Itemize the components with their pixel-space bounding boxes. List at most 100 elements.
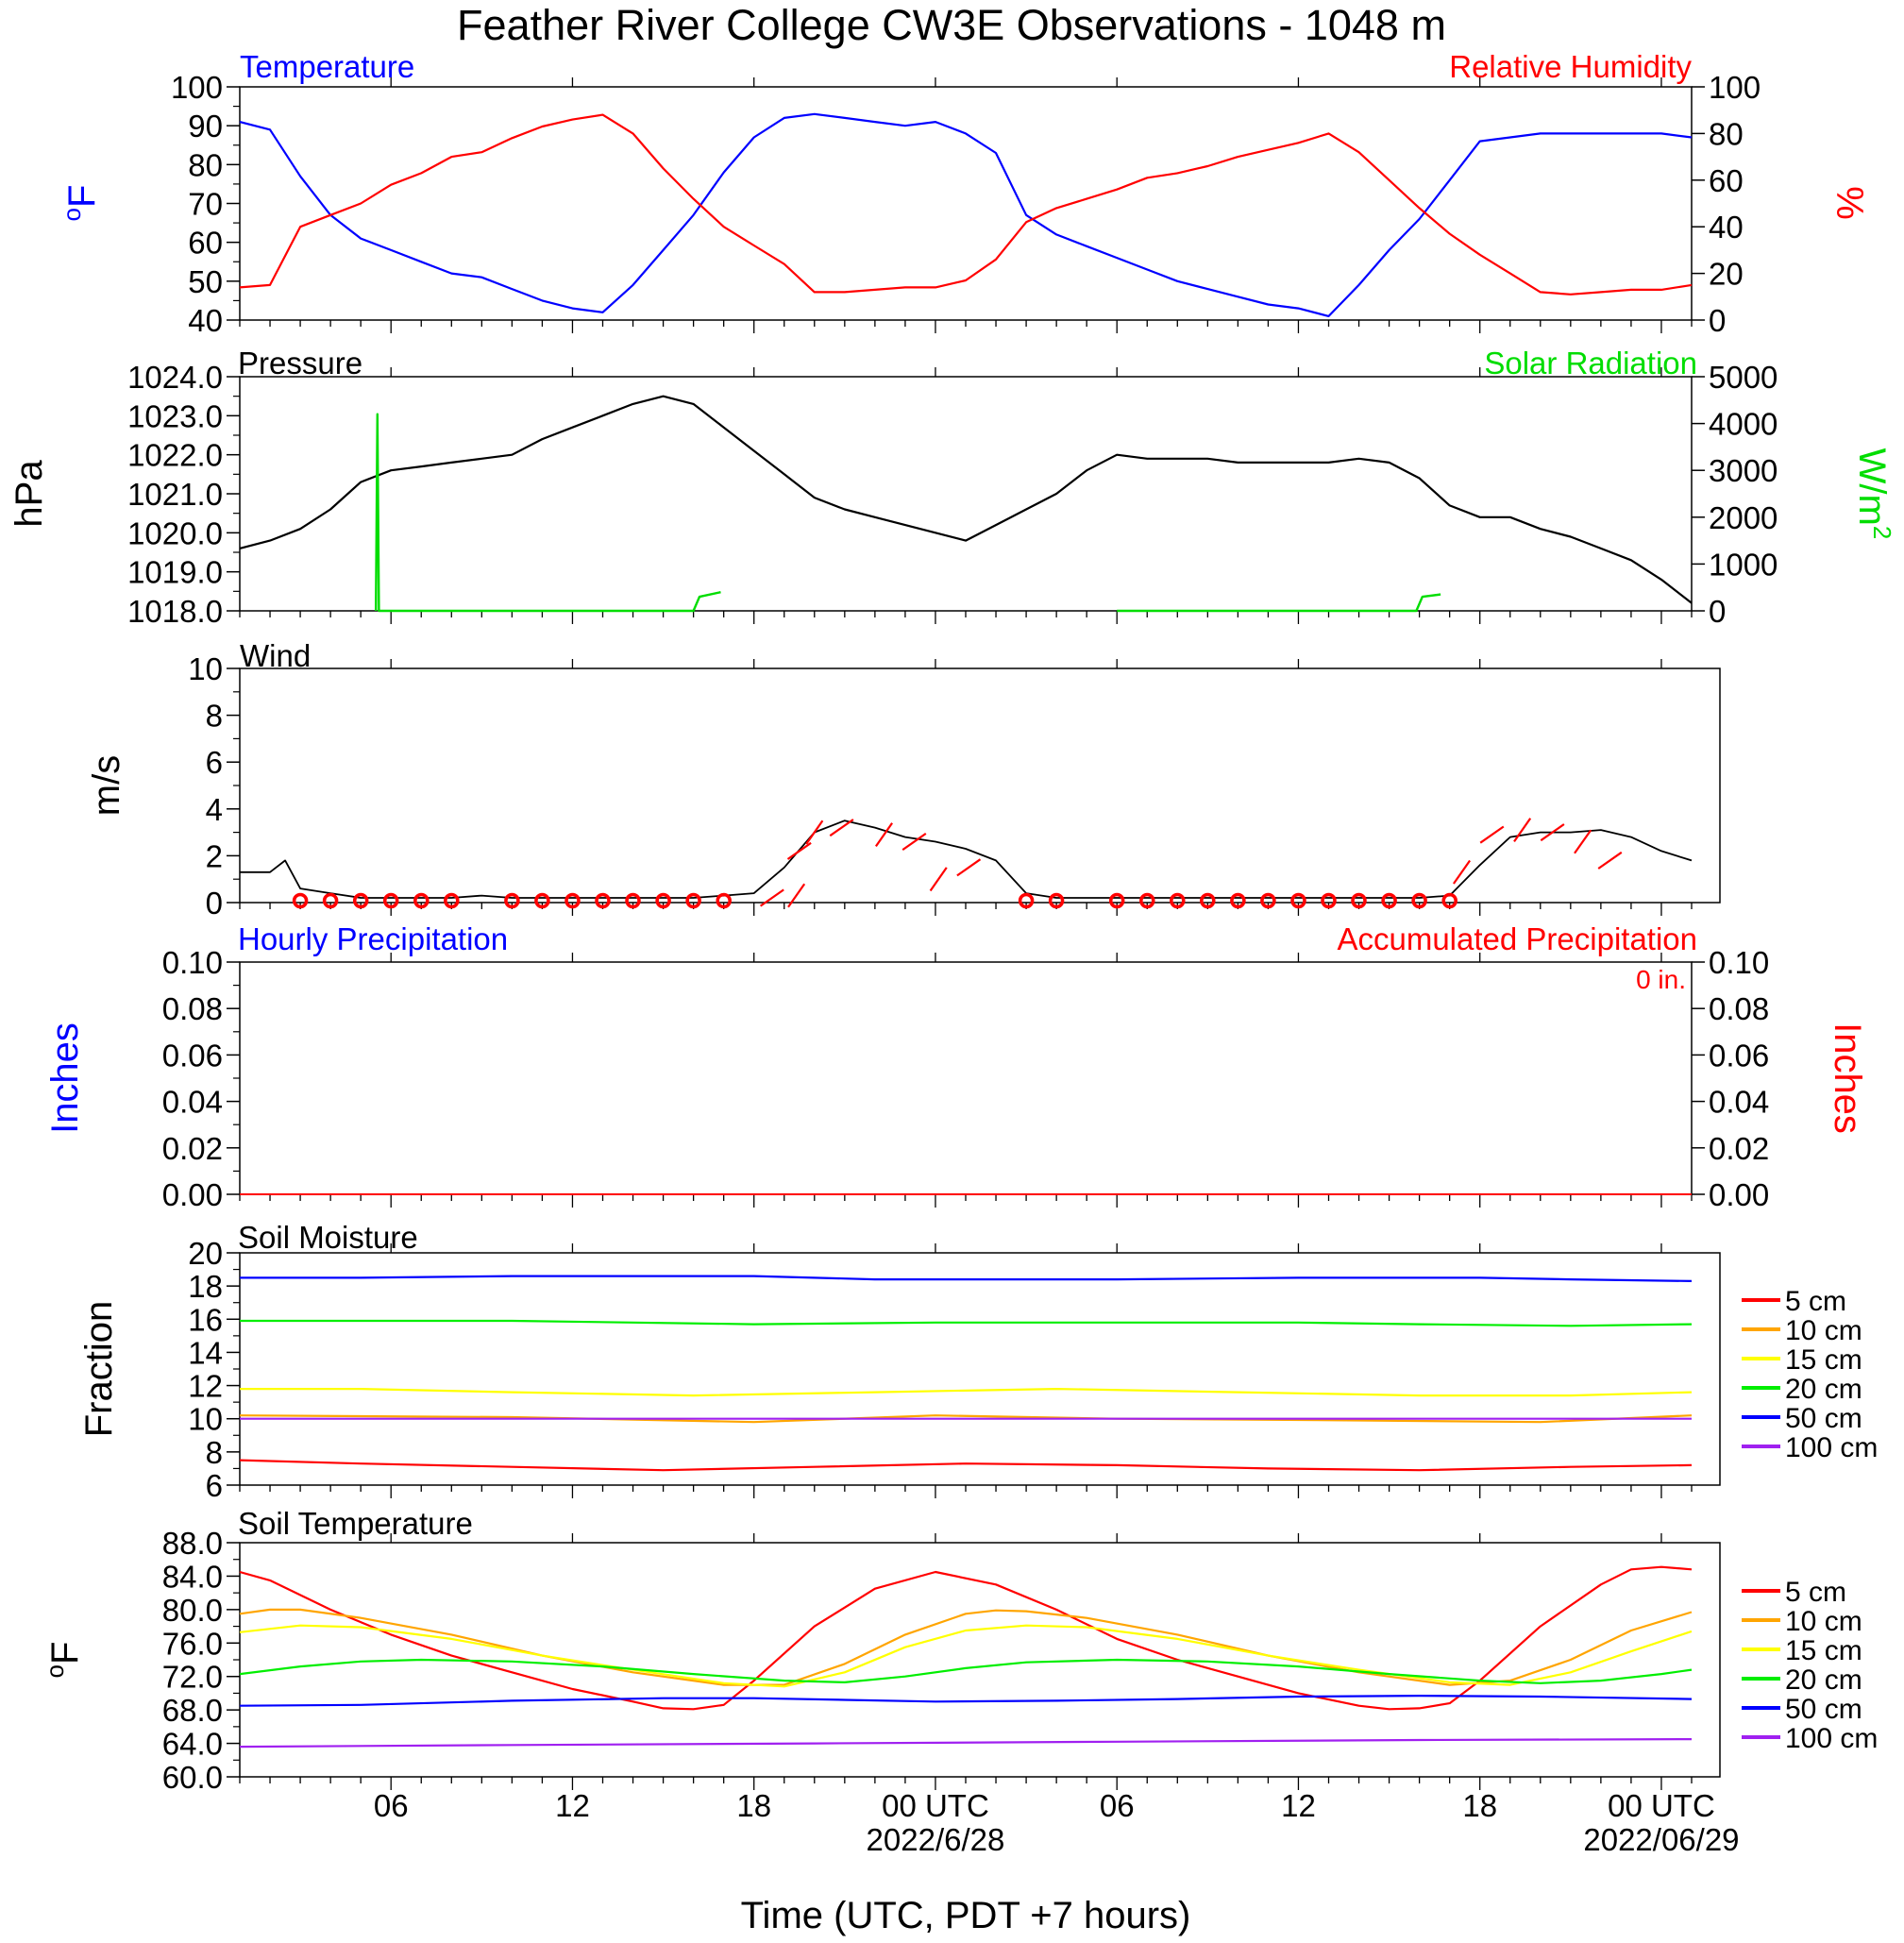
wind-y-tick-label: 8 [206, 699, 223, 734]
wind-calm-marker [1108, 892, 1125, 909]
humidity-y-ticks: 0 20 40 60 80 100 [1692, 70, 1761, 338]
soil-moisture-series-15-cm [240, 1388, 1693, 1397]
humidity-y-tick-label: 60 [1709, 163, 1744, 198]
humidity-y-tick-label: 100 [1709, 70, 1761, 105]
precip-left-y-tick-label: 0.08 [162, 991, 223, 1026]
wind-y-tick-label: 4 [206, 792, 223, 827]
soil-moisture-y-tick-label: 14 [188, 1335, 223, 1370]
wind-y-ticks: 0 2 4 6 8 10 [188, 651, 240, 921]
humidity-y-axis-label: % [1828, 186, 1870, 220]
temperature-x-ticks [239, 77, 1693, 333]
wind-title: Wind [240, 638, 311, 673]
wind-calm-marker [655, 892, 671, 909]
temperature-series-layer [239, 112, 1693, 317]
wind-barb [805, 819, 824, 845]
soil-temperature-y-tick-label: 88.0 [162, 1526, 223, 1561]
wind-calm-marker [322, 892, 339, 909]
wind-y-tick-label: 10 [188, 651, 223, 686]
series-solar-radiation-day2 [1117, 593, 1441, 613]
solar-unit: W/m [1851, 448, 1893, 526]
wind-calm-marker [444, 892, 460, 909]
soil-temperature-legend-label: 20 cm [1785, 1664, 1862, 1696]
series-temperature [239, 112, 1693, 317]
wind-y-tick-label: 2 [206, 838, 223, 873]
wind-barb [1574, 829, 1592, 854]
soil-temperature-y-tick-label: 76.0 [162, 1626, 223, 1661]
wind-y-axis-label: m/s [86, 755, 127, 816]
soil-moisture-legend-label: 20 cm [1785, 1374, 1862, 1405]
soil-temperature-legend-label: 10 cm [1785, 1606, 1862, 1637]
soil-temperature-legend-label: 100 cm [1785, 1723, 1878, 1754]
soil-moisture-series-50-cm [240, 1275, 1693, 1282]
soil-moisture-legend-label: 15 cm [1785, 1344, 1862, 1376]
soil-moisture-y-tick-label: 12 [188, 1369, 223, 1404]
temperature-y-tick-label: 60 [188, 226, 223, 261]
x-tick-date-label: 2022/6/28 [867, 1822, 1005, 1857]
soil-temperature-legend-label: 50 cm [1785, 1694, 1862, 1725]
x-tick-label: 12 [555, 1788, 590, 1823]
soil-temperature-series-15-cm [239, 1624, 1693, 1688]
wind-series-layer [240, 818, 1693, 909]
wind-calm-marker [413, 892, 430, 909]
temperature-y-tick-label: 100 [171, 70, 223, 105]
x-tick-label: 00 UTC [882, 1788, 989, 1823]
soil-temperature-panel: Soil Temperature oF 60.064.068.072.076.0… [41, 1506, 1878, 1795]
wind-calm-marker [1230, 892, 1246, 909]
accum-precip-title: Accumulated Precipitation [1337, 921, 1697, 956]
wind-calm-marker [1170, 892, 1186, 909]
precip-left-y-tick-label: 0.06 [162, 1038, 223, 1073]
pressure-y-tick-label: 1024.0 [127, 360, 223, 395]
pressure-y-tick-label: 1022.0 [127, 438, 223, 473]
solar-y-axis-label: W/m2 [1851, 448, 1896, 540]
wind-calm-marker [1048, 892, 1065, 909]
wind-barb [759, 888, 784, 907]
soil-temperature-y-axis-label: oF [41, 1642, 86, 1679]
hourly-precip-y-axis-label: Inches [44, 1022, 86, 1134]
x-tick-label: 00 UTC [1608, 1788, 1715, 1823]
solar-y-tick-label: 4000 [1709, 407, 1778, 442]
soil-temperature-series-layer [239, 1565, 1693, 1749]
precip-panel: Hourly Precipitation Accumulated Precipi… [44, 921, 1868, 1212]
wind-barb [874, 822, 894, 848]
soil-moisture-legend-label: 50 cm [1785, 1403, 1862, 1434]
humidity-title: Relative Humidity [1449, 49, 1692, 84]
wind-calm-marker [625, 892, 641, 909]
chart-title: Feather River College CW3E Observations … [457, 1, 1446, 49]
solar-y-tick-label: 2000 [1709, 500, 1778, 535]
wind-calm-marker [1411, 892, 1427, 909]
pressure-panel: Pressure Solar Radiation hPa W/m2 1018.0… [8, 346, 1896, 629]
wind-calm-marker [1018, 892, 1035, 909]
precip-right-y-tick-label: 0.08 [1709, 991, 1769, 1026]
soil-temperature-y-tick-label: 68.0 [162, 1693, 223, 1728]
soil-moisture-y-tick-label: 8 [206, 1435, 223, 1470]
soil-moisture-legend-label: 5 cm [1785, 1286, 1846, 1317]
soil-moisture-y-axis-label: Fraction [78, 1301, 120, 1438]
humidity-y-tick-label: 0 [1709, 303, 1726, 338]
x-axis-label: Time (UTC, PDT +7 hours) [741, 1895, 1191, 1936]
soil-temperature-series-100-cm [239, 1738, 1693, 1749]
pressure-y-axis-label: hPa [8, 460, 50, 528]
humidity-y-tick-label: 20 [1709, 257, 1744, 292]
wind-barb [787, 883, 806, 908]
precip-left-y-tick-label: 0.00 [162, 1177, 223, 1212]
temperature-y-tick-label: 70 [188, 187, 223, 222]
soil-temperature-y-ticks: 60.064.068.072.076.080.084.088.0 [162, 1526, 240, 1795]
soil-moisture-legend-label: 10 cm [1785, 1315, 1862, 1346]
temperature-y-tick-label: 80 [188, 147, 223, 182]
wind-calm-marker [1351, 892, 1367, 909]
soil-moisture-series-20-cm [240, 1319, 1693, 1327]
soil-moisture-y-tick-label: 20 [188, 1236, 223, 1271]
temperature-panel: Temperature Relative Humidity oF % 40506… [58, 49, 1870, 338]
soil-moisture-legend-label: 100 cm [1785, 1432, 1878, 1463]
wind-calm-marker [382, 892, 399, 909]
soil-moisture-title: Soil Moisture [238, 1220, 418, 1255]
x-tick-date-label: 2022/06/29 [1583, 1822, 1739, 1857]
wind-calm-marker [1381, 892, 1397, 909]
wind-barb [1513, 818, 1532, 843]
